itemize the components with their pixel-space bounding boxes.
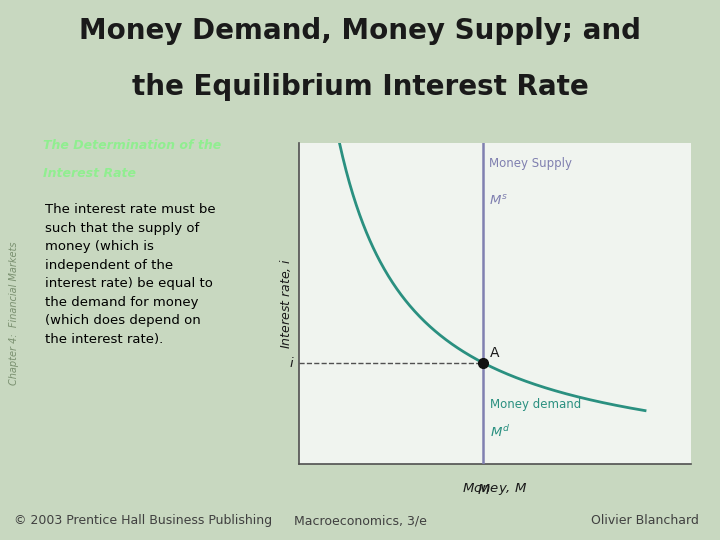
Text: A: A [490,346,500,360]
Text: Macroeconomics, 3/e: Macroeconomics, 3/e [294,514,426,527]
Text: $M^d$: $M^d$ [490,424,510,441]
Text: Chapter 4:  Financial Markets: Chapter 4: Financial Markets [9,241,19,385]
Text: the Equilibrium Interest Rate: the Equilibrium Interest Rate [132,73,588,101]
Text: $M$: $M$ [477,483,490,497]
Text: © 2003 Prentice Hall Business Publishing: © 2003 Prentice Hall Business Publishing [14,514,273,527]
X-axis label: Money, $M$: Money, $M$ [462,481,528,497]
Text: Olivier Blanchard: Olivier Blanchard [590,514,698,527]
Text: Interest Rate: Interest Rate [42,167,136,180]
Text: The interest rate must be
such that the supply of
money (which is
independent of: The interest rate must be such that the … [45,203,215,346]
Text: Money demand: Money demand [490,399,582,411]
Text: Money Supply: Money Supply [489,157,572,170]
Text: $i$: $i$ [289,356,295,370]
Text: Money Demand, Money Supply; and: Money Demand, Money Supply; and [79,17,641,45]
Text: $M^s$: $M^s$ [489,194,508,208]
Y-axis label: Interest rate, $i$: Interest rate, $i$ [278,258,293,349]
Text: The Determination of the: The Determination of the [42,139,221,152]
